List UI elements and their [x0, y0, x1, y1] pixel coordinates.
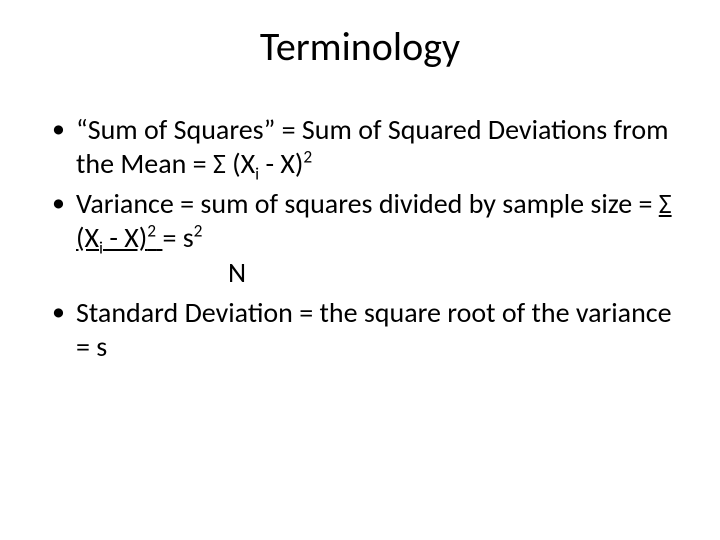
- formula-open: (X: [76, 220, 99, 255]
- text: Standard Deviation = the square root of …: [76, 295, 672, 364]
- formula-mid: - X): [259, 146, 303, 181]
- sigma-symbol: Σ: [213, 146, 226, 181]
- superscript-2: 2: [303, 146, 312, 168]
- formula-open: (X: [226, 146, 255, 181]
- bullet-item-variance: Variance = sum of squares divided by sam…: [48, 187, 672, 289]
- formula-mid: - X): [103, 220, 147, 255]
- bullet-list: “Sum of Squares” = Sum of Squared Deviat…: [48, 113, 672, 364]
- bullet-item-std-dev: Standard Deviation = the square root of …: [48, 296, 672, 364]
- text: “Sum of Squares” = Sum of Squared Deviat…: [76, 112, 669, 181]
- denominator: N: [76, 256, 672, 290]
- superscript-2: 2: [147, 220, 156, 242]
- text: Variance = sum of squares divided by sam…: [76, 186, 659, 221]
- bullet-item-sum-of-squares: “Sum of Squares” = Sum of Squared Deviat…: [48, 113, 672, 181]
- slide-title: Terminology: [48, 22, 672, 71]
- superscript-2-s: 2: [194, 220, 203, 242]
- sigma-symbol: Σ: [659, 186, 672, 221]
- equals-s: = s: [162, 220, 193, 255]
- slide: Terminology “Sum of Squares” = Sum of Sq…: [0, 0, 720, 540]
